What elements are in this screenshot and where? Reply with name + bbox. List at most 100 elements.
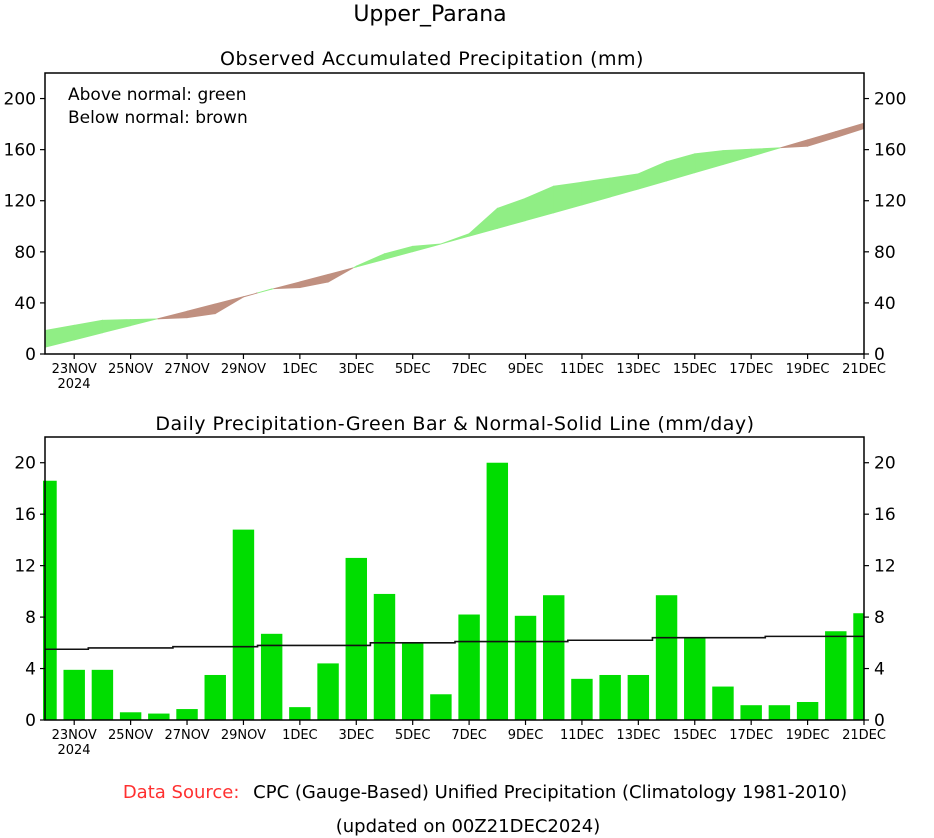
below-normal-area [158, 310, 188, 320]
daily-xtick-label: 29NOV [221, 728, 266, 743]
daily-xtick-label: 21DEC [842, 728, 886, 743]
accumulated-ytick-label-right: 120 [874, 192, 906, 212]
daily-precip-bar [63, 669, 85, 720]
daily-xtick-label: 19DEC [786, 728, 830, 743]
accumulated-xtick-label: 25NOV [108, 362, 153, 377]
accumulated-ytick-label-left: 200 [4, 90, 36, 110]
daily-precip-bar [260, 633, 283, 720]
daily-plot-frame [44, 436, 865, 721]
above-normal-area [637, 161, 667, 190]
accumulated-xtick-label: 11DEC [560, 362, 604, 377]
daily-precip-bar [401, 642, 424, 720]
daily-ytick-label-right: 16 [874, 505, 896, 525]
daily-precip-bar [684, 637, 706, 720]
daily-xtick-label: 15DEC [673, 728, 717, 743]
daily-precip-bar [373, 593, 396, 720]
accumulated-xtick-label: 21DEC [842, 362, 886, 377]
daily-xtick-label: 25NOV [108, 728, 153, 743]
above-normal-area [581, 177, 611, 206]
accumulated-chart-title: Observed Accumulated Precipitation (mm) [220, 48, 644, 70]
below-normal-area [327, 267, 354, 283]
accumulated-xtick-label: 5DEC [395, 362, 431, 377]
daily-ytick-label-right: 8 [874, 608, 885, 628]
daily-precip-bar [345, 557, 367, 720]
accumulated-xtick-label: 19DEC [786, 362, 830, 377]
accumulated-ytick-label-left: 0 [25, 345, 36, 365]
daily-precip-bar [317, 663, 339, 720]
daily-precip-bar [768, 705, 791, 720]
below-normal-area [273, 281, 301, 290]
daily-precip-bar [430, 694, 452, 720]
daily-precip-bar [148, 713, 170, 720]
above-normal-area [525, 185, 555, 222]
below-normal-area [807, 130, 837, 147]
accumulated-year-label: 2024 [57, 377, 90, 392]
updated-text: (updated on 00Z21DEC2024) [336, 816, 601, 837]
below-normal-area [299, 273, 329, 289]
below-normal-area [186, 303, 216, 319]
accumulated-plot-frame [44, 72, 865, 355]
above-normal-area [666, 153, 696, 182]
above-normal-area [496, 197, 526, 229]
accumulated-ytick-label-right: 0 [874, 345, 885, 365]
above-normal-area [355, 253, 385, 268]
daily-precip-bar [176, 709, 198, 720]
above-normal-area [609, 173, 639, 198]
above-normal-area [694, 150, 724, 174]
data-source-text: CPC (Gauge-Based) Unified Precipitation … [253, 782, 847, 803]
daily-precip-bar [627, 674, 650, 720]
daily-precip-bar [514, 615, 537, 720]
accumulated-areas [45, 122, 865, 348]
daily-ytick-label-right: 0 [874, 711, 885, 731]
accumulated-xtick-label: 3DEC [338, 362, 374, 377]
accumulated-chart: Observed Accumulated Precipitation (mm) … [4, 48, 907, 392]
daily-ytick-label-left: 12 [14, 557, 36, 577]
normal-line [45, 635, 864, 651]
daily-xtick-label: 3DEC [338, 728, 374, 743]
daily-year-label: 2024 [57, 743, 90, 758]
daily-ytick-label-right: 12 [874, 557, 896, 577]
daily-precip-bar [825, 631, 847, 720]
accumulated-xtick-label: 29NOV [221, 362, 266, 377]
daily-xtick-label: 11DEC [560, 728, 604, 743]
daily-xtick-label: 9DEC [508, 728, 544, 743]
daily-ytick-label-left: 8 [25, 608, 36, 628]
daily-precip-bar [232, 529, 255, 720]
main-title: Upper_Parana [353, 2, 506, 27]
accumulated-ytick-label-left: 40 [14, 294, 36, 314]
data-source-line: Data Source: CPC (Gauge-Based) Unified P… [123, 782, 847, 803]
daily-xtick-label: 13DEC [616, 728, 660, 743]
above-normal-area [353, 265, 357, 269]
daily-ytick-label-left: 20 [14, 454, 36, 474]
accumulated-xtick-label: 13DEC [616, 362, 660, 377]
above-normal-area [440, 233, 470, 245]
above-normal-area [257, 288, 273, 294]
daily-precip-bar [712, 686, 734, 720]
below-normal-area [780, 139, 808, 149]
above-normal-area [750, 147, 780, 157]
daily-precip-bar [119, 712, 142, 720]
daily-precip-bar [571, 678, 593, 720]
accumulated-xtick-label: 1DEC [282, 362, 318, 377]
daily-xtick-label: 1DEC [282, 728, 318, 743]
daily-precip-bar [204, 674, 226, 720]
accumulated-xtick-label: 9DEC [508, 362, 544, 377]
daily-ytick-label-left: 0 [25, 711, 36, 731]
daily-precip-bar [740, 705, 762, 720]
above-normal-area [130, 318, 158, 327]
daily-xtick-label: 17DEC [729, 728, 773, 743]
above-normal-area [45, 324, 75, 348]
daily-bars [43, 462, 864, 720]
daily-ytick-label-right: 4 [874, 660, 885, 680]
daily-precip-bar [91, 669, 114, 720]
daily-ytick-label-left: 4 [25, 660, 36, 680]
daily-xtick-label: 27NOV [164, 728, 209, 743]
daily-precip-bar [599, 674, 621, 720]
daily-xtick-label: 23NOV [52, 728, 97, 743]
accumulated-xtick-label: 23NOV [52, 362, 97, 377]
above-normal-area [468, 207, 498, 237]
daily-precip-bar [458, 614, 480, 720]
daily-axes: 0 0 4 4 8 8 12 12 16 16 20 20 23NOV 25NOV 27NOV 29NOV 1D… [14, 454, 895, 743]
accumulated-xtick-label: 15DEC [673, 362, 717, 377]
